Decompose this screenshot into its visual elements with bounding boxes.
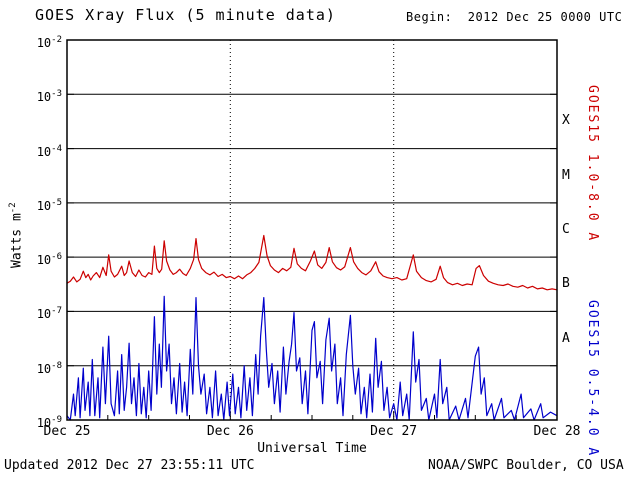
- updated-timestamp: Updated 2012 Dec 27 23:55:11 UTC: [4, 458, 255, 473]
- y-tick-label: 10-3: [36, 89, 62, 105]
- x-tick-label: Dec 28: [533, 424, 581, 439]
- y-tick-label: 10-6: [36, 252, 62, 268]
- chart-title: GOES Xray Flux (5 minute data): [35, 6, 336, 24]
- series-label-short-channel: GOES15 0.5-4.0 A: [585, 300, 600, 458]
- series-line-0: [66, 234, 558, 291]
- flare-class-a: A: [562, 330, 570, 346]
- x-tick-label: Dec 26: [206, 424, 254, 439]
- y-tick-label: 10-4: [36, 143, 62, 159]
- series-label-long-channel: GOES15 1.0-8.0 A: [585, 85, 600, 243]
- series-line-1: [66, 295, 558, 421]
- y-tick-label: 10-8: [36, 360, 62, 376]
- source-credit: NOAA/SWPC Boulder, CO USA: [428, 458, 624, 473]
- begin-timestamp: Begin: 2012 Dec 25 0000 UTC: [406, 10, 623, 24]
- y-tick-label: 10-9: [36, 415, 62, 430]
- y-tick-label: 10-2: [36, 35, 62, 50]
- flare-class-x: X: [562, 113, 570, 129]
- flare-class-b: B: [562, 276, 570, 292]
- x-tick-label: Dec 25: [43, 424, 91, 439]
- y-axis-title: Watts m-2: [8, 202, 25, 268]
- x-axis-title: Universal Time: [257, 441, 367, 456]
- y-tick-label: 10-7: [36, 306, 62, 322]
- flare-class-m: M: [562, 167, 570, 183]
- flare-class-c: C: [562, 222, 570, 237]
- x-tick-label: Dec 27: [370, 424, 418, 439]
- y-tick-label: 10-5: [36, 197, 62, 213]
